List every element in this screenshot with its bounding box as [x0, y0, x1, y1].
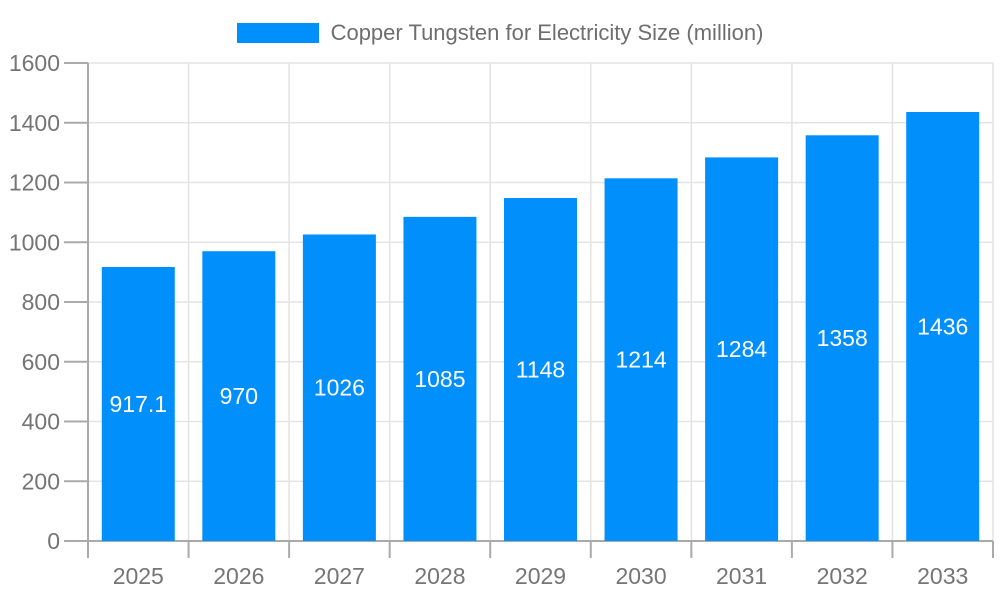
bar[interactable]: [302, 234, 376, 542]
bar[interactable]: [705, 157, 779, 541]
y-tick-label: 600: [22, 349, 60, 375]
x-tick-label: 2028: [414, 563, 465, 589]
x-tick-label: 2033: [917, 563, 968, 589]
x-tick-label: 2032: [817, 563, 868, 589]
x-tick-label: 2027: [314, 563, 365, 589]
x-tick-label: 2031: [716, 563, 767, 589]
bar-value-label: 1214: [615, 347, 666, 373]
x-tick-label: 2025: [113, 563, 164, 589]
bar-value-label: 1026: [314, 375, 365, 401]
bar[interactable]: [504, 198, 577, 541]
y-tick-label: 800: [22, 289, 60, 315]
y-tick-label: 200: [22, 468, 60, 494]
bar-value-label: 1148: [516, 357, 565, 383]
x-tick-label: 2026: [213, 563, 264, 589]
legend[interactable]: Copper Tungsten for Electricity Size (mi…: [0, 20, 1000, 45]
bar-value-label: 917.1: [109, 391, 167, 417]
bar[interactable]: [202, 251, 276, 541]
y-tick-label: 1400: [9, 110, 60, 136]
y-tick-label: 1600: [9, 50, 60, 76]
bar[interactable]: [906, 111, 980, 542]
bar[interactable]: [805, 135, 879, 542]
y-tick-label: 1000: [9, 229, 60, 255]
x-tick-label: 2029: [515, 563, 566, 589]
x-tick-label: 2030: [615, 563, 666, 589]
y-tick-label: 0: [47, 528, 60, 554]
bar[interactable]: [101, 267, 175, 541]
bar-value-label: 1358: [817, 325, 868, 351]
bar-value-label: 1436: [917, 313, 968, 339]
bar-value-label: 1284: [716, 336, 767, 362]
legend-swatch: [236, 23, 319, 43]
y-tick-label: 1200: [9, 170, 60, 196]
bar-value-label: 970: [220, 383, 258, 409]
legend-label: Copper Tungsten for Electricity Size (mi…: [330, 20, 764, 45]
bar-value-label: 1085: [414, 366, 465, 392]
y-tick-label: 400: [22, 409, 60, 435]
bar[interactable]: [604, 178, 678, 541]
bar[interactable]: [403, 216, 477, 541]
